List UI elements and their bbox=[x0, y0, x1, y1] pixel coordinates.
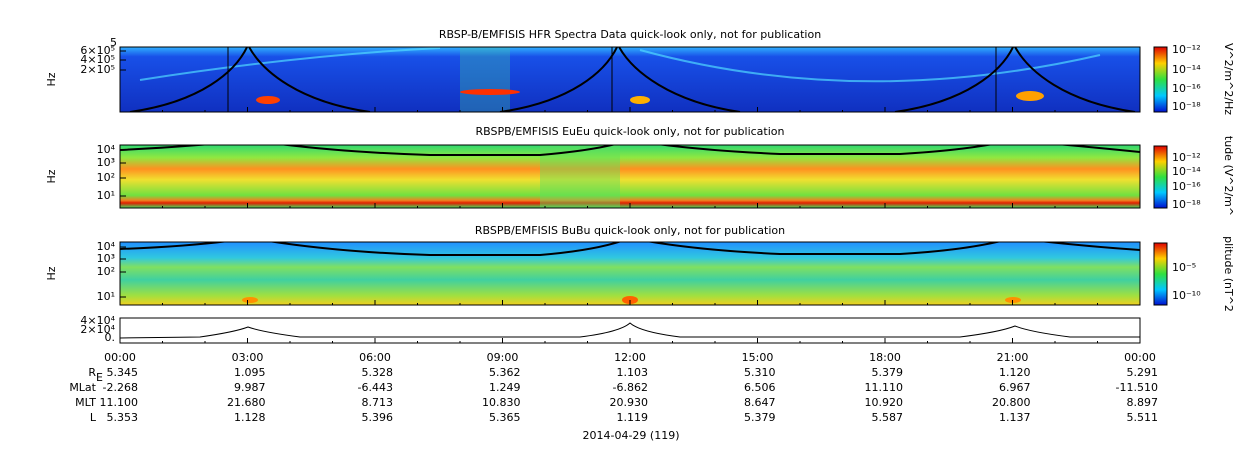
ephemeris-value: 5.396 bbox=[362, 411, 394, 424]
colorbar-tick-label: 10⁻¹⁴ bbox=[1172, 165, 1201, 178]
y-axis-label: Hz bbox=[45, 266, 58, 280]
ephemeris-value: 8.647 bbox=[744, 396, 776, 409]
ephemeris-value: 1.137 bbox=[999, 411, 1031, 424]
row-label: L bbox=[90, 411, 97, 424]
y-tick-label: 0. bbox=[105, 331, 116, 344]
ephemeris-value: 5.345 bbox=[107, 366, 139, 379]
y-axis-label: Hz bbox=[45, 169, 58, 183]
ephemeris-value: 1.249 bbox=[489, 381, 521, 394]
x-tick-label: 18:00 bbox=[869, 351, 901, 364]
y-tick-label: 10¹ bbox=[97, 290, 115, 303]
ephemeris-value: 5.511 bbox=[1127, 411, 1159, 424]
ephemeris-value: 11.110 bbox=[865, 381, 904, 394]
ephemeris-value: 1.103 bbox=[617, 366, 649, 379]
x-tick-label: 09:00 bbox=[487, 351, 519, 364]
x-tick-label: 15:00 bbox=[742, 351, 774, 364]
ephemeris-value: -2.268 bbox=[103, 381, 138, 394]
row-label-sub: E bbox=[96, 371, 103, 384]
ephemeris-value: 5.362 bbox=[489, 366, 521, 379]
colorbar-tick-label: 10⁻¹² bbox=[1172, 43, 1201, 56]
ephemeris-value: 5.328 bbox=[362, 366, 394, 379]
ephemeris-value: 5.379 bbox=[872, 366, 904, 379]
y-tick-label: 2×10⁴ bbox=[80, 323, 115, 336]
spectrogram-3 bbox=[120, 242, 1140, 305]
colorbar-label: plitude (nT^2 bbox=[1222, 236, 1235, 312]
colorbar-label: tude (V^2/m^ bbox=[1222, 136, 1235, 216]
colorbar-tick-label: 10⁻⁵ bbox=[1172, 261, 1196, 274]
colorbar-1 bbox=[1153, 46, 1168, 113]
ephemeris-value: 6.967 bbox=[999, 381, 1031, 394]
y-top-label: 5 bbox=[110, 36, 117, 49]
x-tick-label: 00:00 bbox=[1124, 351, 1156, 364]
ephemeris-value: 6.506 bbox=[744, 381, 776, 394]
ephemeris-value: 1.120 bbox=[999, 366, 1031, 379]
orbit-curve bbox=[119, 322, 1140, 339]
ephemeris-value: 10.830 bbox=[482, 396, 521, 409]
ephemeris-value: 5.587 bbox=[872, 411, 904, 424]
x-tick-label: 21:00 bbox=[997, 351, 1029, 364]
ephemeris-value: 11.100 bbox=[100, 396, 139, 409]
ephemeris-value: 5.379 bbox=[744, 411, 776, 424]
x-tick-label: 03:00 bbox=[232, 351, 264, 364]
ephemeris-value: -6.443 bbox=[358, 381, 393, 394]
x-tick-label: 06:00 bbox=[359, 351, 391, 364]
date-label: 2014-04-29 (119) bbox=[582, 429, 679, 442]
y-tick-label: 10³ bbox=[97, 156, 115, 169]
colorbar-label: V^2/m^2/Hz bbox=[1222, 43, 1235, 115]
y-tick-label: 10¹ bbox=[97, 189, 115, 202]
x-tick-label: 00:00 bbox=[104, 351, 136, 364]
ephemeris-value: 9.987 bbox=[234, 381, 266, 394]
row-label: MLat bbox=[69, 381, 96, 394]
ephemeris-value: 20.930 bbox=[610, 396, 649, 409]
x-tick-label: 12:00 bbox=[614, 351, 646, 364]
spectrogram-2 bbox=[120, 145, 1140, 208]
colorbar-3 bbox=[1153, 242, 1168, 306]
colorbar-2 bbox=[1153, 145, 1168, 209]
row-label: MLT bbox=[75, 396, 96, 409]
colorbar-tick-label: 10⁻¹⁸ bbox=[1172, 100, 1201, 113]
ephemeris-value: 1.095 bbox=[234, 366, 266, 379]
ephemeris-value: 10.920 bbox=[865, 396, 904, 409]
ephemeris-value: -6.862 bbox=[613, 381, 648, 394]
colorbar-tick-label: 10⁻¹⁴ bbox=[1172, 63, 1201, 76]
y-tick-label: 10² bbox=[97, 171, 115, 184]
panel-title: RBSPB/EMFISIS BuBu quick-look only, not … bbox=[475, 224, 785, 237]
ephemeris-value: 5.310 bbox=[744, 366, 776, 379]
colorbar-tick-label: 10⁻¹⁶ bbox=[1172, 82, 1201, 95]
y-tick-label: 10⁴ bbox=[97, 143, 116, 156]
spectrogram-1 bbox=[120, 47, 1140, 112]
panel-title: RBSP-B/EMFISIS HFR Spectra Data quick-lo… bbox=[439, 28, 821, 41]
ephemeris-value: 5.365 bbox=[489, 411, 521, 424]
y-tick-label: 6×10⁵ bbox=[80, 44, 115, 57]
ephemeris-value: -11.510 bbox=[1116, 381, 1158, 394]
y-tick-label: 4×10⁵ bbox=[80, 53, 115, 66]
ephemeris-value: 21.680 bbox=[227, 396, 266, 409]
row-label: R bbox=[88, 366, 96, 379]
ephemeris-value: 8.897 bbox=[1127, 396, 1159, 409]
ephemeris-value: 8.713 bbox=[362, 396, 394, 409]
ephemeris-value: 20.800 bbox=[992, 396, 1031, 409]
y-tick-label: 10³ bbox=[97, 252, 115, 265]
colorbar-tick-label: 10⁻¹⁰ bbox=[1172, 289, 1201, 302]
ephemeris-value: 1.119 bbox=[617, 411, 649, 424]
ephemeris-value: 5.353 bbox=[107, 411, 139, 424]
y-tick-label: 10² bbox=[97, 265, 115, 278]
y-tick-label: 4×10⁴ bbox=[80, 314, 115, 327]
y-axis-label: Hz bbox=[45, 72, 58, 86]
y-tick-label: 10⁴ bbox=[97, 240, 116, 253]
ephemeris-value: 5.291 bbox=[1127, 366, 1159, 379]
y-tick-label: 2×10⁵ bbox=[80, 63, 115, 76]
colorbar-tick-label: 10⁻¹⁶ bbox=[1172, 180, 1201, 193]
colorbar-tick-label: 10⁻¹⁸ bbox=[1172, 198, 1201, 211]
colorbar-tick-label: 10⁻¹² bbox=[1172, 151, 1201, 164]
ephemeris-value: 1.128 bbox=[234, 411, 266, 424]
panel-title: RBSPB/EMFISIS EuEu quick-look only, not … bbox=[475, 125, 784, 138]
